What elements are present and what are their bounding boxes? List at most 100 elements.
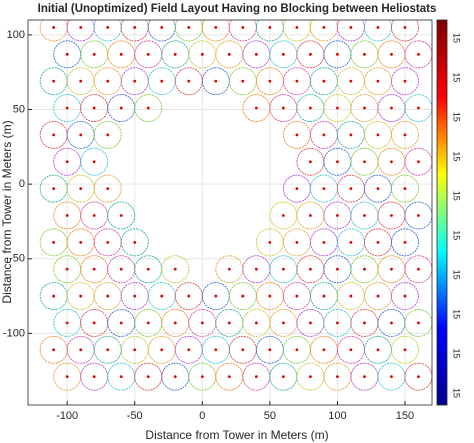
heliostat xyxy=(80,94,109,122)
heliostat-center xyxy=(322,240,326,244)
heliostat-center xyxy=(52,294,56,298)
heliostat-center xyxy=(336,321,339,325)
heliostat xyxy=(309,335,338,364)
heliostat xyxy=(282,282,311,311)
heliostat xyxy=(215,362,244,391)
heliostat xyxy=(174,20,203,42)
heliostat-center xyxy=(295,79,299,83)
heliostat-center xyxy=(390,52,393,56)
heliostat-center xyxy=(254,52,258,56)
x-tick-label: -100 xyxy=(56,410,78,422)
heliostat-center xyxy=(65,214,69,217)
heliostat-center xyxy=(376,79,380,83)
heliostat-center xyxy=(363,214,366,217)
heliostat xyxy=(161,40,190,69)
heliostat-center xyxy=(160,26,164,29)
heliostat-center xyxy=(308,321,312,325)
plot-frame xyxy=(27,19,433,406)
heliostat xyxy=(377,147,406,176)
heliostat-center xyxy=(133,26,137,29)
heliostat-center xyxy=(227,267,231,271)
heliostat-center xyxy=(65,52,69,56)
heliostat-ring xyxy=(80,147,109,176)
heliostat-center xyxy=(79,240,83,244)
heliostat-ring xyxy=(391,67,419,96)
heliostat-center xyxy=(214,294,218,298)
heliostat-center xyxy=(241,79,245,83)
heliostat-center xyxy=(52,348,56,352)
heliostat-center xyxy=(200,52,204,56)
heliostat xyxy=(296,255,325,284)
heliostat-center xyxy=(295,348,299,352)
heliostat xyxy=(404,147,432,176)
heliostat xyxy=(242,362,271,391)
heliostat-center xyxy=(281,52,285,56)
heliostat-ring xyxy=(93,174,122,203)
heliostat-center xyxy=(79,294,83,298)
heliostat-center xyxy=(363,321,366,325)
heliostat-center xyxy=(119,321,123,325)
colorbar-tick-label: 15 xyxy=(452,270,462,280)
heliostat-center xyxy=(227,375,231,379)
heliostat-center xyxy=(349,240,353,244)
heliostat xyxy=(309,20,338,42)
colorbar-tick-label: 15 xyxy=(452,388,462,398)
heliostat-center xyxy=(363,52,366,56)
heliostat-center xyxy=(390,106,393,110)
heliostat-center xyxy=(187,79,191,83)
heliostat xyxy=(336,120,365,149)
heliostat-center xyxy=(214,26,218,29)
heliostat xyxy=(391,228,419,257)
heliostat xyxy=(120,228,149,257)
heliostat xyxy=(134,362,163,391)
heliostat xyxy=(201,335,230,364)
heliostat-center xyxy=(146,106,150,110)
heliostat xyxy=(377,308,406,337)
heliostat xyxy=(364,228,392,257)
heliostat xyxy=(282,174,311,203)
heliostat-center xyxy=(336,160,339,164)
heliostat-center xyxy=(133,348,137,352)
heliostat xyxy=(296,362,325,391)
heliostat-center xyxy=(417,106,420,110)
heliostat xyxy=(404,201,432,230)
heliostat-center xyxy=(322,348,326,352)
heliostat-center xyxy=(241,294,245,298)
heliostat-center xyxy=(79,348,83,352)
heliostat xyxy=(147,335,176,364)
heliostat-center xyxy=(65,375,69,379)
colorbar-tick-label: 15 xyxy=(452,309,462,319)
heliostat-center xyxy=(295,133,299,137)
heliostat xyxy=(93,174,122,203)
heliostat-center xyxy=(119,375,123,379)
heliostat xyxy=(364,174,392,203)
heliostat-center xyxy=(349,187,353,191)
heliostat-center xyxy=(308,106,312,110)
heliostat xyxy=(80,362,109,391)
heliostat-center xyxy=(52,26,56,29)
heliostat xyxy=(107,40,136,69)
heliostat-center xyxy=(254,267,258,271)
heliostat xyxy=(296,40,325,69)
heliostat-center xyxy=(376,187,380,191)
heliostat-center xyxy=(119,214,123,217)
heliostat xyxy=(282,335,311,364)
heliostat-center xyxy=(173,375,177,379)
x-axis-label: Distance from Tower in Meters (m) xyxy=(145,428,328,442)
heliostat-center xyxy=(214,348,218,352)
heliostat-center xyxy=(52,133,56,137)
heliostat xyxy=(228,335,257,364)
heliostat xyxy=(391,174,419,203)
colorbar-tick-label: 15 xyxy=(452,230,462,240)
heliostat-ring xyxy=(161,255,190,284)
heliostat xyxy=(364,335,392,364)
heliostat xyxy=(377,40,406,69)
heliostat-center xyxy=(268,240,272,244)
heliostat-center xyxy=(241,348,245,352)
heliostat-ring xyxy=(93,120,122,149)
heliostat-center xyxy=(336,106,339,110)
heliostat xyxy=(269,255,298,284)
y-tick-label: 100 xyxy=(7,29,25,41)
heliostat-ring xyxy=(120,228,149,257)
heliostat-center xyxy=(281,214,285,217)
